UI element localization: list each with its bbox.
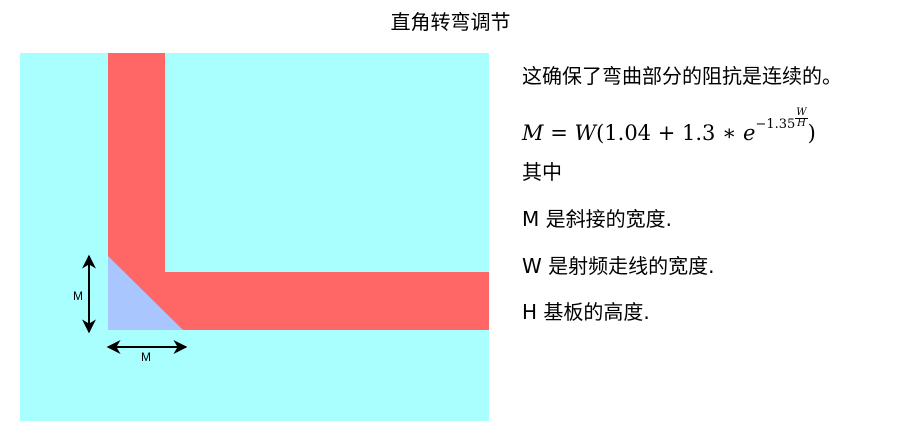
formula-close: ) — [807, 121, 816, 145]
where-text: 其中 — [522, 160, 562, 184]
formula-body: (1.04 + 1.3 ∗ — [596, 121, 744, 145]
fraction-numerator: W — [795, 107, 808, 119]
fraction-denominator: H — [797, 118, 806, 129]
continuity-text: 这确保了弯曲部分的阻抗是连续的。 — [522, 64, 842, 88]
miter-cut — [108, 256, 183, 330]
miter-formula: M = W(1.04 + 1.3 ∗ e−1.35 W H) — [522, 107, 816, 146]
formula-eq: = — [550, 121, 568, 145]
formula-e: e — [743, 121, 756, 145]
horizontal-dimension-label: M — [141, 350, 151, 364]
definition-m: M 是斜接的宽度. — [522, 207, 672, 231]
formula-exponent: −1.35 — [755, 117, 796, 132]
formula-w: W — [574, 121, 597, 145]
diagram-title: 直角转弯调节 — [390, 10, 511, 34]
substrate — [20, 53, 489, 421]
definition-h: H 基板的高度. — [522, 300, 650, 324]
formula-m: M — [522, 121, 544, 145]
definition-w: W 是射频走线的宽度. — [522, 254, 715, 278]
vertical-dimension-label: M — [73, 289, 83, 303]
right-angle-bend-diagram: M M — [20, 53, 489, 421]
